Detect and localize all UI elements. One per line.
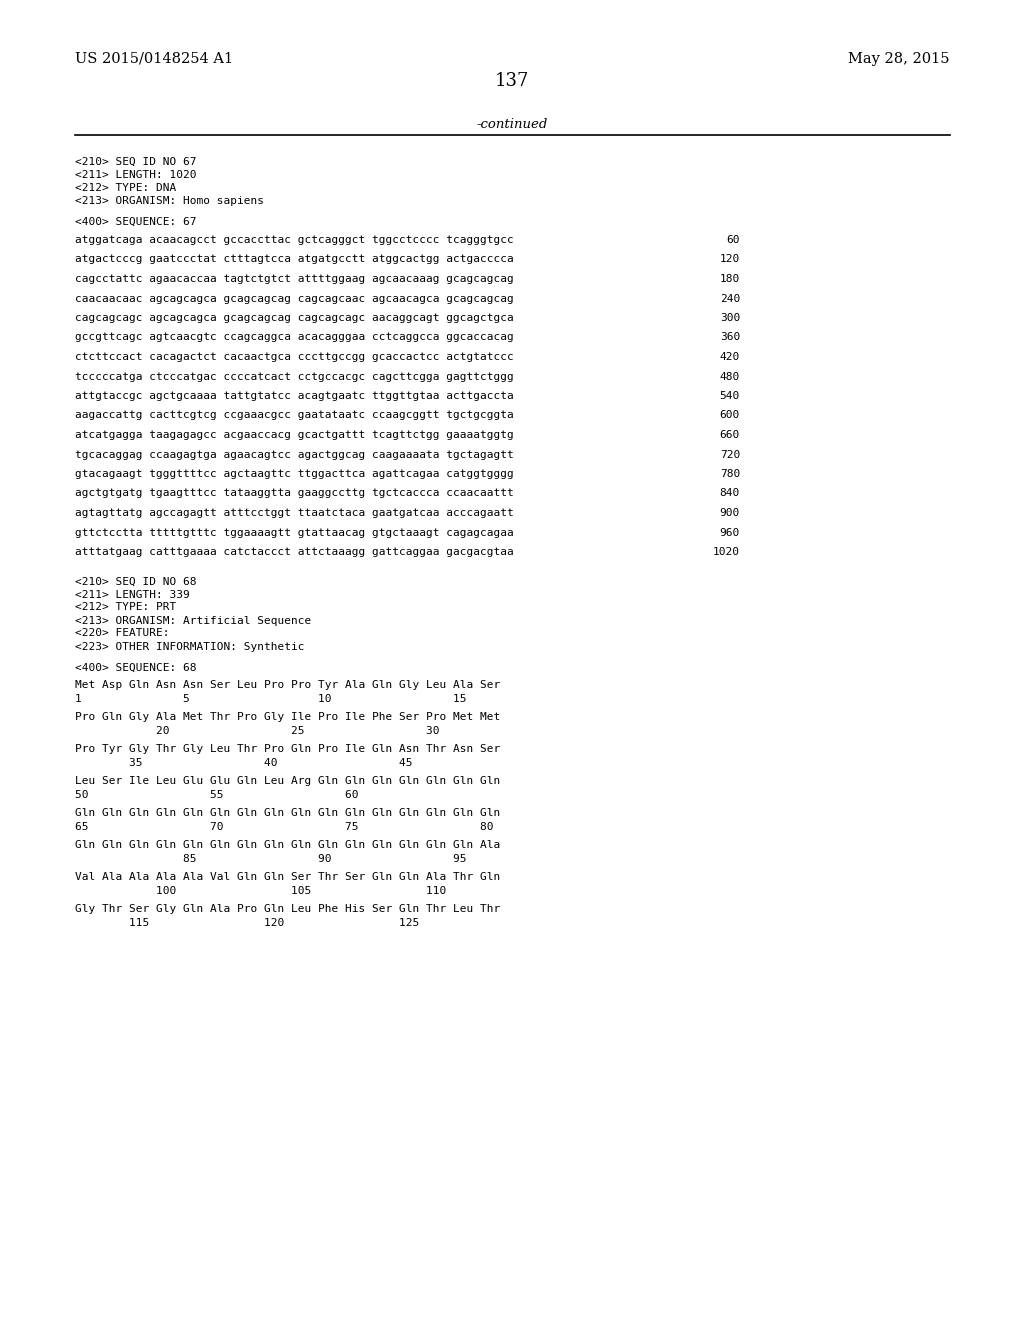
Text: 540: 540 — [720, 391, 740, 401]
Text: -continued: -continued — [476, 117, 548, 131]
Text: US 2015/0148254 A1: US 2015/0148254 A1 — [75, 51, 233, 66]
Text: gttctcctta tttttgtttc tggaaaagtt gtattaacag gtgctaaagt cagagcagaa: gttctcctta tttttgtttc tggaaaagtt gtattaa… — [75, 528, 514, 537]
Text: 65                  70                  75                  80: 65 70 75 80 — [75, 821, 494, 832]
Text: 20                  25                  30: 20 25 30 — [75, 726, 439, 735]
Text: <212> TYPE: PRT: <212> TYPE: PRT — [75, 602, 176, 612]
Text: aagaccattg cacttcgtcg ccgaaacgcc gaatataatc ccaagcggtt tgctgcggta: aagaccattg cacttcgtcg ccgaaacgcc gaatata… — [75, 411, 514, 421]
Text: 1               5                   10                  15: 1 5 10 15 — [75, 693, 467, 704]
Text: 100                 105                 110: 100 105 110 — [75, 886, 446, 895]
Text: atttatgaag catttgaaaa catctaccct attctaaagg gattcaggaa gacgacgtaa: atttatgaag catttgaaaa catctaccct attctaa… — [75, 546, 514, 557]
Text: atgactcccg gaatccctat ctttagtcca atgatgcctt atggcactgg actgacccca: atgactcccg gaatccctat ctttagtcca atgatgc… — [75, 255, 514, 264]
Text: <213> ORGANISM: Homo sapiens: <213> ORGANISM: Homo sapiens — [75, 195, 264, 206]
Text: 50                  55                  60: 50 55 60 — [75, 789, 358, 800]
Text: <220> FEATURE:: <220> FEATURE: — [75, 628, 170, 639]
Text: tcccccatga ctcccatgac ccccatcact cctgccacgc cagcttcgga gagttctggg: tcccccatga ctcccatgac ccccatcact cctgcca… — [75, 371, 514, 381]
Text: 240: 240 — [720, 293, 740, 304]
Text: Gln Gln Gln Gln Gln Gln Gln Gln Gln Gln Gln Gln Gln Gln Gln Ala: Gln Gln Gln Gln Gln Gln Gln Gln Gln Gln … — [75, 841, 501, 850]
Text: 300: 300 — [720, 313, 740, 323]
Text: <400> SEQUENCE: 68: <400> SEQUENCE: 68 — [75, 663, 197, 672]
Text: cagcctattc agaacaccaa tagtctgtct attttggaag agcaacaaag gcagcagcag: cagcctattc agaacaccaa tagtctgtct attttgg… — [75, 275, 514, 284]
Text: 60: 60 — [726, 235, 740, 246]
Text: May 28, 2015: May 28, 2015 — [849, 51, 950, 66]
Text: ctcttccact cacagactct cacaactgca cccttgccgg gcaccactcc actgtatccc: ctcttccact cacagactct cacaactgca cccttgc… — [75, 352, 514, 362]
Text: <211> LENGTH: 1020: <211> LENGTH: 1020 — [75, 170, 197, 180]
Text: Met Asp Gln Asn Asn Ser Leu Pro Pro Tyr Ala Gln Gly Leu Ala Ser: Met Asp Gln Asn Asn Ser Leu Pro Pro Tyr … — [75, 681, 501, 690]
Text: gccgttcagc agtcaacgtc ccagcaggca acacagggaa cctcaggcca ggcaccacag: gccgttcagc agtcaacgtc ccagcaggca acacagg… — [75, 333, 514, 342]
Text: <223> OTHER INFORMATION: Synthetic: <223> OTHER INFORMATION: Synthetic — [75, 642, 304, 652]
Text: cagcagcagc agcagcagca gcagcagcag cagcagcagc aacaggcagt ggcagctgca: cagcagcagc agcagcagca gcagcagcag cagcagc… — [75, 313, 514, 323]
Text: atggatcaga acaacagcct gccaccttac gctcagggct tggcctcccc tcagggtgcc: atggatcaga acaacagcct gccaccttac gctcagg… — [75, 235, 514, 246]
Text: 120: 120 — [720, 255, 740, 264]
Text: agctgtgatg tgaagtttcc tataaggtta gaaggccttg tgctcaccca ccaacaattt: agctgtgatg tgaagtttcc tataaggtta gaaggcc… — [75, 488, 514, 499]
Text: Leu Ser Ile Leu Glu Glu Gln Leu Arg Gln Gln Gln Gln Gln Gln Gln: Leu Ser Ile Leu Glu Glu Gln Leu Arg Gln … — [75, 776, 501, 787]
Text: <211> LENGTH: 339: <211> LENGTH: 339 — [75, 590, 189, 599]
Text: Val Ala Ala Ala Ala Val Gln Gln Ser Thr Ser Gln Gln Ala Thr Gln: Val Ala Ala Ala Ala Val Gln Gln Ser Thr … — [75, 873, 501, 883]
Text: Pro Tyr Gly Thr Gly Leu Thr Pro Gln Pro Ile Gln Asn Thr Asn Ser: Pro Tyr Gly Thr Gly Leu Thr Pro Gln Pro … — [75, 744, 501, 755]
Text: atcatgagga taagagagcc acgaaccacg gcactgattt tcagttctgg gaaaatggtg: atcatgagga taagagagcc acgaaccacg gcactga… — [75, 430, 514, 440]
Text: 420: 420 — [720, 352, 740, 362]
Text: 85                  90                  95: 85 90 95 — [75, 854, 467, 863]
Text: 1020: 1020 — [713, 546, 740, 557]
Text: <213> ORGANISM: Artificial Sequence: <213> ORGANISM: Artificial Sequence — [75, 615, 311, 626]
Text: 840: 840 — [720, 488, 740, 499]
Text: Gln Gln Gln Gln Gln Gln Gln Gln Gln Gln Gln Gln Gln Gln Gln Gln: Gln Gln Gln Gln Gln Gln Gln Gln Gln Gln … — [75, 808, 501, 818]
Text: gtacagaagt tgggttttcc agctaagttc ttggacttca agattcagaa catggtgggg: gtacagaagt tgggttttcc agctaagttc ttggact… — [75, 469, 514, 479]
Text: 115                 120                 125: 115 120 125 — [75, 917, 419, 928]
Text: 35                  40                  45: 35 40 45 — [75, 758, 413, 767]
Text: 600: 600 — [720, 411, 740, 421]
Text: 137: 137 — [495, 73, 529, 90]
Text: <400> SEQUENCE: 67: <400> SEQUENCE: 67 — [75, 216, 197, 227]
Text: 900: 900 — [720, 508, 740, 517]
Text: <212> TYPE: DNA: <212> TYPE: DNA — [75, 183, 176, 193]
Text: 960: 960 — [720, 528, 740, 537]
Text: Gly Thr Ser Gly Gln Ala Pro Gln Leu Phe His Ser Gln Thr Leu Thr: Gly Thr Ser Gly Gln Ala Pro Gln Leu Phe … — [75, 904, 501, 915]
Text: 480: 480 — [720, 371, 740, 381]
Text: caacaacaac agcagcagca gcagcagcag cagcagcaac agcaacagca gcagcagcag: caacaacaac agcagcagca gcagcagcag cagcagc… — [75, 293, 514, 304]
Text: 180: 180 — [720, 275, 740, 284]
Text: tgcacaggag ccaagagtga agaacagtcc agactggcag caagaaaata tgctagagtt: tgcacaggag ccaagagtga agaacagtcc agactgg… — [75, 450, 514, 459]
Text: attgtaccgc agctgcaaaa tattgtatcc acagtgaatc ttggttgtaa acttgaccta: attgtaccgc agctgcaaaa tattgtatcc acagtga… — [75, 391, 514, 401]
Text: 660: 660 — [720, 430, 740, 440]
Text: 360: 360 — [720, 333, 740, 342]
Text: <210> SEQ ID NO 68: <210> SEQ ID NO 68 — [75, 577, 197, 586]
Text: Pro Gln Gly Ala Met Thr Pro Gly Ile Pro Ile Phe Ser Pro Met Met: Pro Gln Gly Ala Met Thr Pro Gly Ile Pro … — [75, 713, 501, 722]
Text: <210> SEQ ID NO 67: <210> SEQ ID NO 67 — [75, 157, 197, 168]
Text: agtagttatg agccagagtt atttcctggt ttaatctaca gaatgatcaa acccagaatt: agtagttatg agccagagtt atttcctggt ttaatct… — [75, 508, 514, 517]
Text: 780: 780 — [720, 469, 740, 479]
Text: 720: 720 — [720, 450, 740, 459]
